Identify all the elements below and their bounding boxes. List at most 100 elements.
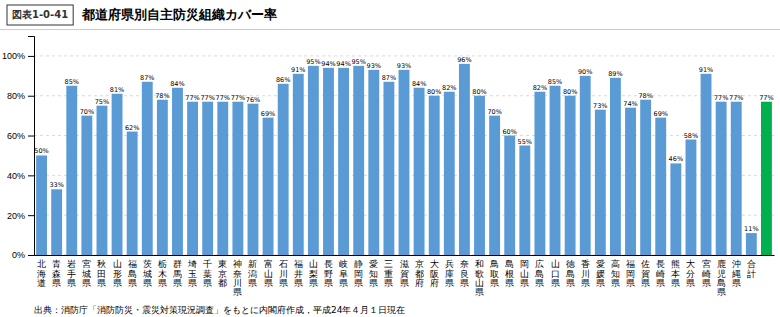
x-tick-label: 徳島県 (566, 259, 575, 288)
bar (323, 68, 334, 255)
data-label: 82% (533, 84, 547, 92)
data-label: 93% (367, 62, 381, 70)
x-tick-label: 合計 (747, 259, 756, 278)
data-label: 77% (714, 94, 728, 102)
data-label: 77% (231, 94, 245, 102)
x-tick: 岡山県 (520, 259, 529, 288)
data-label: 33% (49, 181, 63, 189)
x-tick: 三重県 (384, 259, 393, 288)
x-tick-label: 愛媛県 (596, 259, 605, 288)
bar (157, 100, 168, 255)
data-label: 76% (246, 96, 260, 104)
y-tick: 40% (7, 171, 34, 181)
x-tick: 大分県 (686, 259, 695, 288)
x-tick-label: 熊本県 (671, 259, 680, 288)
bar (112, 94, 123, 255)
x-tick: 岐阜県 (339, 259, 348, 288)
x-tick-label: 長崎県 (656, 259, 665, 288)
x-tick: 岩手県 (67, 259, 76, 288)
x-tick-label: 佐賀県 (641, 259, 650, 288)
x-tick: 山梨県 (309, 259, 318, 288)
y-tick: 100% (2, 51, 34, 61)
x-tick: 宮崎県 (702, 259, 711, 288)
bar (414, 88, 425, 255)
y-tick-mark (28, 175, 34, 176)
bar (474, 96, 485, 255)
bar (519, 146, 530, 256)
data-label: 91% (699, 66, 713, 74)
bar (701, 74, 712, 255)
bar (565, 96, 576, 255)
x-tick-label: 高知県 (611, 259, 620, 288)
y-tick-mark (28, 96, 34, 97)
y-tick-label: 0% (12, 250, 25, 260)
data-label: 81% (110, 86, 124, 94)
x-axis: 北海道青森県岩手県宮城県秋田県山形県福島県茨城県栃木県群馬県埼玉県千葉県東京都神… (35, 256, 775, 298)
data-label: 78% (638, 92, 652, 100)
bar (202, 102, 213, 255)
data-label: 58% (684, 132, 698, 140)
bar (550, 86, 561, 255)
x-tick-label: 大分県 (686, 259, 695, 288)
x-tick: 奈良県 (460, 259, 469, 288)
bar (595, 110, 606, 255)
x-tick: 京都府 (415, 259, 424, 288)
x-tick-label: 福岡県 (626, 259, 635, 288)
x-tick-label: 千葉県 (203, 259, 212, 288)
x-tick: 青森県 (52, 259, 61, 288)
data-labels: 50%33%85%70%75%81%62%87%78%84%77%77%77%7… (34, 56, 773, 233)
x-tick-label: 神奈川県 (233, 259, 242, 297)
data-label: 75% (95, 98, 109, 106)
y-tick-mark (28, 215, 34, 216)
y-tick-label: 60% (7, 131, 25, 141)
y-tick-label: 100% (2, 51, 25, 61)
bar (81, 116, 92, 255)
x-tick-label: 三重県 (384, 259, 393, 288)
bar (51, 189, 62, 255)
x-tick-label: 山口県 (551, 259, 560, 288)
x-tick: 秋田県 (97, 259, 106, 288)
data-label: 87% (382, 74, 396, 82)
bar (278, 84, 289, 255)
y-tick-mark (28, 56, 34, 57)
x-tick-label: 青森県 (52, 259, 61, 288)
data-label: 94% (321, 60, 335, 68)
x-tick-label: 長野県 (324, 259, 333, 288)
bar (232, 102, 243, 255)
x-tick: 埼玉県 (187, 259, 197, 288)
data-label: 73% (593, 102, 607, 110)
x-tick-label: 山形県 (113, 259, 122, 288)
data-label: 84% (412, 80, 426, 88)
x-tick-label: 群馬県 (172, 259, 182, 288)
x-tick-label: 福井県 (294, 259, 303, 288)
data-label: 89% (608, 70, 622, 78)
x-tick-label: 愛知県 (369, 259, 378, 288)
bar (670, 163, 681, 255)
x-tick-label: 大阪府 (430, 259, 439, 288)
data-label: 95% (351, 58, 365, 66)
x-tick-label: 岩手県 (67, 259, 76, 288)
x-tick-label: 栃木県 (158, 259, 167, 288)
x-tick-label: 富山県 (264, 259, 273, 288)
x-tick-label: 福島県 (128, 259, 137, 288)
data-label: 85% (65, 78, 79, 86)
bar (580, 76, 591, 255)
x-tick-label: 埼玉県 (187, 259, 197, 288)
x-tick: 群馬県 (172, 259, 182, 288)
bar (127, 132, 138, 255)
x-tick: 山口県 (551, 259, 560, 288)
x-tick: 佐賀県 (641, 259, 650, 288)
x-tick: 大阪府 (430, 259, 439, 288)
x-tick-label: 兵庫県 (445, 259, 454, 288)
x-tick: 宮城県 (81, 259, 91, 288)
bar (731, 102, 742, 255)
x-tick-label: 岐阜県 (339, 259, 348, 288)
bar (97, 106, 108, 255)
x-tick-label: 石川県 (279, 259, 288, 288)
bar (504, 136, 515, 255)
bar (534, 92, 545, 255)
data-label: 87% (140, 74, 154, 82)
x-tick-label: 静岡県 (354, 259, 363, 288)
x-tick-label: 茨城県 (142, 259, 152, 288)
bar (263, 118, 274, 255)
